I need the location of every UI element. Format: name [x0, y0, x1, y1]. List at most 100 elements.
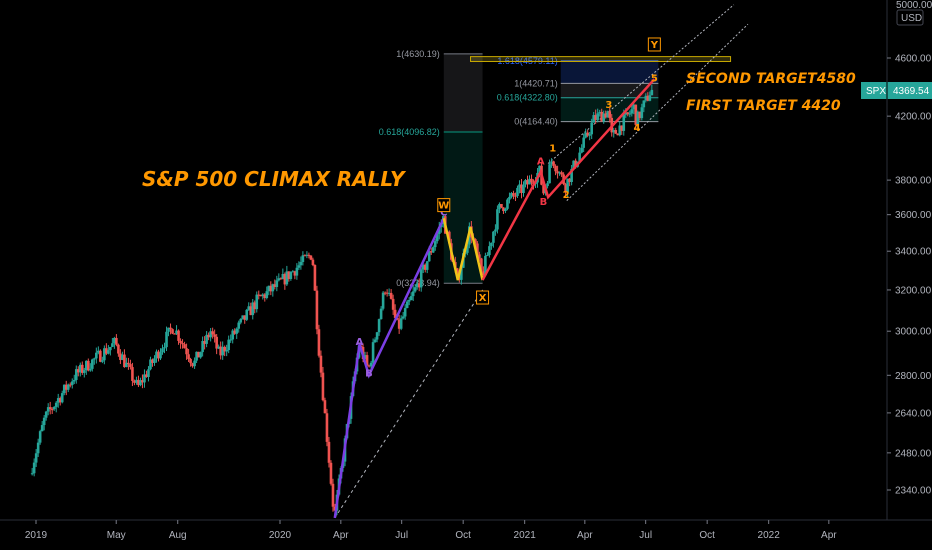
candle-body [89, 368, 92, 371]
candle-body [191, 363, 194, 367]
candle-body [435, 233, 439, 242]
candle-body [197, 351, 200, 358]
candle-body [103, 348, 106, 361]
candle-body [235, 328, 239, 334]
candle-body [602, 113, 606, 122]
candle-body [285, 271, 289, 285]
wave-y-line [481, 78, 656, 281]
candle-body [365, 355, 369, 366]
candle-body [40, 425, 44, 432]
price-axis-panel[interactable] [887, 0, 932, 520]
x-tick-label: 2020 [269, 530, 292, 541]
candle-body [255, 294, 259, 310]
candle-body [578, 152, 581, 162]
wave-label: B [365, 368, 373, 379]
candle-body [50, 409, 54, 411]
candle-body [572, 160, 575, 169]
candle-body [297, 265, 301, 268]
candle-body [189, 359, 192, 364]
candle-body [520, 184, 523, 194]
candle-body [375, 332, 379, 340]
candle-body [427, 251, 431, 262]
candle-body [650, 89, 654, 96]
candle-body [598, 111, 602, 114]
candle-body [319, 355, 323, 373]
candle-body [48, 407, 52, 410]
candle-body [608, 111, 612, 118]
candle-body [405, 301, 409, 309]
candle-body [101, 360, 104, 362]
candle-body [524, 180, 527, 185]
currency-badge[interactable] [896, 9, 924, 26]
candle-body [229, 339, 232, 341]
candle-body [275, 280, 279, 287]
fib-level-label: 1(4630.19) [396, 49, 440, 59]
candle-body [233, 330, 237, 334]
candle-body [490, 242, 493, 247]
candle-body [119, 353, 122, 360]
candle-body [329, 462, 333, 484]
candle-body [257, 294, 261, 296]
candle-body [522, 184, 525, 194]
candle-body [305, 254, 309, 256]
last-price-tag[interactable]: SPX 4369.54 [861, 82, 932, 99]
candle-body [95, 352, 98, 359]
wave-label: X [479, 293, 487, 304]
wave-label: 2 [563, 190, 570, 201]
candle-body [115, 337, 118, 345]
candle-body [646, 95, 650, 101]
candle-body [281, 273, 285, 280]
candle-body [93, 358, 96, 360]
candle-body [640, 107, 644, 119]
y-tick-label: 3400.00 [895, 247, 932, 258]
trend-channel[interactable] [334, 4, 749, 519]
candle-body [99, 350, 102, 362]
elliott-wave-lines[interactable] [333, 78, 656, 519]
candle-body [624, 112, 628, 115]
candle-body [38, 431, 42, 443]
candle-body [253, 302, 257, 310]
candle-body [273, 284, 277, 287]
candle-body [171, 329, 174, 334]
y-tick-label: 2480.00 [895, 448, 932, 459]
candle-body [70, 381, 74, 385]
candle-body [385, 292, 389, 294]
candle-body [492, 231, 495, 243]
candle-body [417, 283, 421, 288]
fib-ext-zone-top [560, 60, 659, 84]
candle-body [209, 331, 212, 338]
candle-body [213, 334, 216, 337]
candle-body [157, 351, 160, 359]
candle-body [76, 369, 80, 373]
candle-body [482, 271, 485, 276]
candle-body [476, 243, 479, 255]
candle-body [367, 365, 371, 367]
candle-body [626, 112, 630, 115]
last-price-value: 4369.54 [893, 86, 930, 97]
candle-body [409, 296, 413, 301]
candle-body [227, 339, 230, 351]
candle-body [648, 95, 652, 101]
time-axis-panel[interactable] [0, 520, 932, 550]
candle-body [269, 285, 273, 292]
candle-body [594, 115, 597, 120]
wave-label: W [438, 201, 449, 212]
candle-body [109, 346, 112, 351]
candle-body [147, 369, 150, 377]
candle-body [203, 340, 206, 344]
candle-body [516, 187, 519, 196]
candle-body [628, 113, 632, 115]
candle-body [30, 473, 34, 475]
y-tick-label: 3200.00 [895, 285, 932, 296]
candle-body [588, 134, 591, 136]
candle-body [283, 273, 287, 285]
channel-upper-line [547, 4, 735, 164]
candle-body [85, 360, 88, 371]
candle-body [542, 184, 545, 194]
candle-body [614, 129, 618, 134]
wave-label: A [537, 157, 545, 168]
candle-body [179, 340, 182, 344]
candle-body [223, 346, 226, 352]
candle-body [263, 294, 267, 299]
